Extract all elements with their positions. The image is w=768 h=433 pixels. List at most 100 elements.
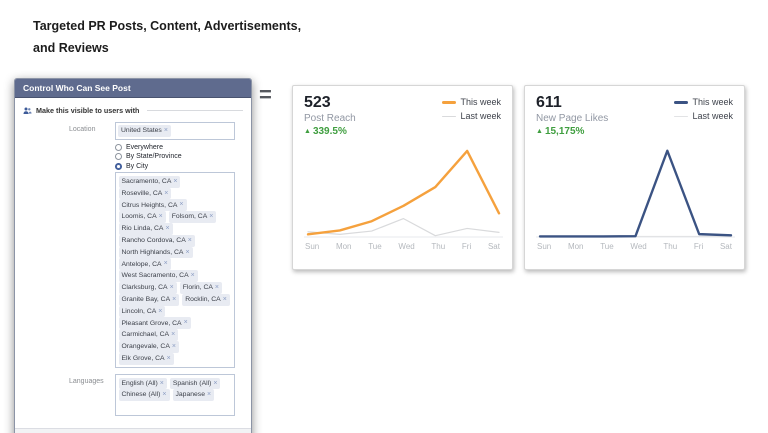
token-label: Japanese: [175, 391, 205, 399]
radio-everywhere[interactable]: Everywhere: [115, 143, 235, 151]
token-rio-linda-ca: Rio Linda, CA ×: [118, 222, 173, 235]
city-list[interactable]: Sacramento, CA × Roseville, CA × Citrus Heig…: [115, 172, 235, 369]
remove-token-icon[interactable]: ×: [222, 295, 227, 303]
new-page-likes-value: 611: [536, 94, 562, 111]
remove-token-icon[interactable]: ×: [171, 331, 176, 339]
token-label: Antelope, CA: [121, 260, 162, 268]
last-week-line: [307, 217, 500, 236]
remove-token-icon[interactable]: ×: [206, 391, 212, 399]
last-week-swatch: [674, 115, 689, 117]
token-folsom-ca: Folsom, CA ×: [168, 211, 217, 223]
location-token-label: United States: [121, 127, 162, 135]
remove-token-icon[interactable]: ×: [162, 391, 167, 399]
legend-this-week: This week: [674, 97, 733, 107]
x-tick-thu: Thu: [431, 241, 446, 251]
x-tick-sun: Sun: [537, 241, 552, 251]
legend-last-week: Last week: [674, 111, 733, 121]
token-label: Pleasant Grove, CA: [121, 319, 182, 327]
radio-unselected-icon[interactable]: [115, 143, 122, 151]
token-orangevale-ca: Orangevale, CA ×: [118, 340, 179, 353]
up-arrow-icon: ▲: [304, 127, 311, 135]
page-title-line2: and Reviews: [33, 40, 109, 55]
x-tick-tue: Tue: [600, 241, 614, 251]
post-reach-label: Post Reach: [304, 112, 356, 124]
control-who-can-see-post-dialog: Control Who Can See Post Make this visib…: [14, 78, 252, 433]
language-typeahead-input[interactable]: [119, 403, 232, 412]
remove-token-icon[interactable]: ×: [213, 379, 218, 387]
remove-token-icon[interactable]: ×: [171, 342, 176, 350]
new-page-likes-label: New Page Likes: [536, 112, 609, 124]
location-input[interactable]: United States ×: [115, 122, 235, 140]
token-row: West Sacramento, CA ×: [118, 270, 232, 282]
remove-token-icon[interactable]: ×: [169, 283, 174, 291]
token-row: Clarksburg, CA × Florin, CA ×: [118, 281, 232, 294]
remove-token-icon[interactable]: ×: [158, 213, 163, 221]
remove-token-icon[interactable]: ×: [172, 295, 177, 303]
token-japanese: Japanese ×: [172, 389, 215, 402]
location-token: United States ×: [118, 125, 171, 137]
radio-selected-icon[interactable]: [115, 162, 122, 170]
token-rocklin-ca: Rocklin, CA ×: [182, 293, 230, 306]
x-tick-sat: Sat: [719, 241, 732, 251]
radio-by-state-province[interactable]: By State/Province: [115, 153, 235, 161]
legend-last-week-label: Last week: [692, 111, 733, 121]
location-scope-radio-group: Everywhere By State/Province By City: [115, 143, 235, 170]
remove-token-icon[interactable]: ×: [190, 272, 195, 280]
token-label: English (All): [121, 379, 158, 387]
token-lincoln-ca: Lincoln, CA ×: [118, 305, 166, 318]
remove-token-icon[interactable]: ×: [165, 224, 170, 232]
radio-unselected-icon[interactable]: [115, 153, 122, 161]
new-page-likes-card: 611 New Page Likes ▲ 15,175% This week L…: [524, 85, 745, 270]
radio-by-city[interactable]: By City: [115, 162, 235, 170]
location-row: Location United States × Everywhere By St…: [23, 122, 243, 369]
remove-token-icon[interactable]: ×: [185, 248, 190, 256]
token-label: Lincoln, CA: [121, 307, 157, 315]
radio-label: By City: [126, 162, 149, 170]
token-roseville-ca: Roseville, CA ×: [118, 187, 172, 200]
languages-row: Languages English (All) × Spanish (All) × Ch…: [23, 374, 243, 416]
this-week-line: [306, 149, 501, 236]
remove-token-icon[interactable]: ×: [179, 201, 184, 209]
dialog-title: Control Who Can See Post: [15, 79, 251, 98]
token-row: Granite Bay, CA × Rocklin, CA ×: [118, 293, 232, 306]
legend: This week Last week: [442, 97, 501, 137]
language-list[interactable]: English (All) × Spanish (All) × Chinese (All…: [115, 374, 235, 416]
remove-token-icon[interactable]: ×: [159, 379, 164, 387]
token-label: Granite Bay, CA: [121, 295, 171, 303]
remove-token-icon[interactable]: ×: [163, 260, 168, 268]
remove-token-icon[interactable]: ×: [209, 213, 214, 221]
token-label: Rancho Cordova, CA: [121, 236, 186, 244]
x-tick-fri: Fri: [461, 241, 472, 251]
remove-token-icon[interactable]: ×: [187, 236, 192, 244]
post-reach-card: 523 Post Reach ▲ 339.5% This week Last w…: [292, 85, 513, 270]
token-label: Spanish (All): [172, 379, 212, 387]
x-tick-wed: Wed: [630, 241, 647, 251]
token-label: Citrus Heights, CA: [121, 201, 178, 209]
page-title: Targeted PR Posts, Content, Advertisemen…: [33, 16, 301, 60]
token-label: Folsom, CA: [171, 213, 208, 221]
token-label: Rocklin, CA: [185, 295, 221, 303]
token-antelope-ca: Antelope, CA ×: [118, 258, 171, 271]
remove-token-icon[interactable]: ×: [163, 127, 168, 134]
remove-token-icon[interactable]: ×: [164, 189, 169, 197]
x-tick-mon: Mon: [567, 241, 584, 251]
token-rancho-cordova-ca: Rancho Cordova, CA ×: [118, 234, 195, 247]
token-label: Roseville, CA: [121, 189, 163, 197]
token-label: Florin, CA: [182, 284, 213, 292]
token-row: English (All) × Spanish (All) ×: [118, 377, 232, 390]
remove-token-icon[interactable]: ×: [158, 307, 163, 315]
token-elk-grove-ca: Elk Grove, CA ×: [118, 352, 174, 365]
legend-this-week-label: This week: [460, 97, 501, 107]
line-chart-svg: [536, 149, 735, 238]
dialog-footer: Gate Post Cancel: [15, 427, 251, 433]
token-granite-bay-ca: Granite Bay, CA ×: [118, 293, 180, 306]
token-label: West Sacramento, CA: [121, 272, 189, 280]
remove-token-icon[interactable]: ×: [166, 354, 171, 362]
legend-last-week-label: Last week: [460, 111, 501, 121]
remove-token-icon[interactable]: ×: [214, 283, 219, 291]
token-label: Elk Grove, CA: [121, 354, 165, 362]
token-row: Lincoln, CA ×: [118, 305, 232, 318]
remove-token-icon[interactable]: ×: [173, 177, 178, 185]
remove-token-icon[interactable]: ×: [183, 319, 188, 327]
token-row: Rio Linda, CA ×: [118, 222, 232, 235]
